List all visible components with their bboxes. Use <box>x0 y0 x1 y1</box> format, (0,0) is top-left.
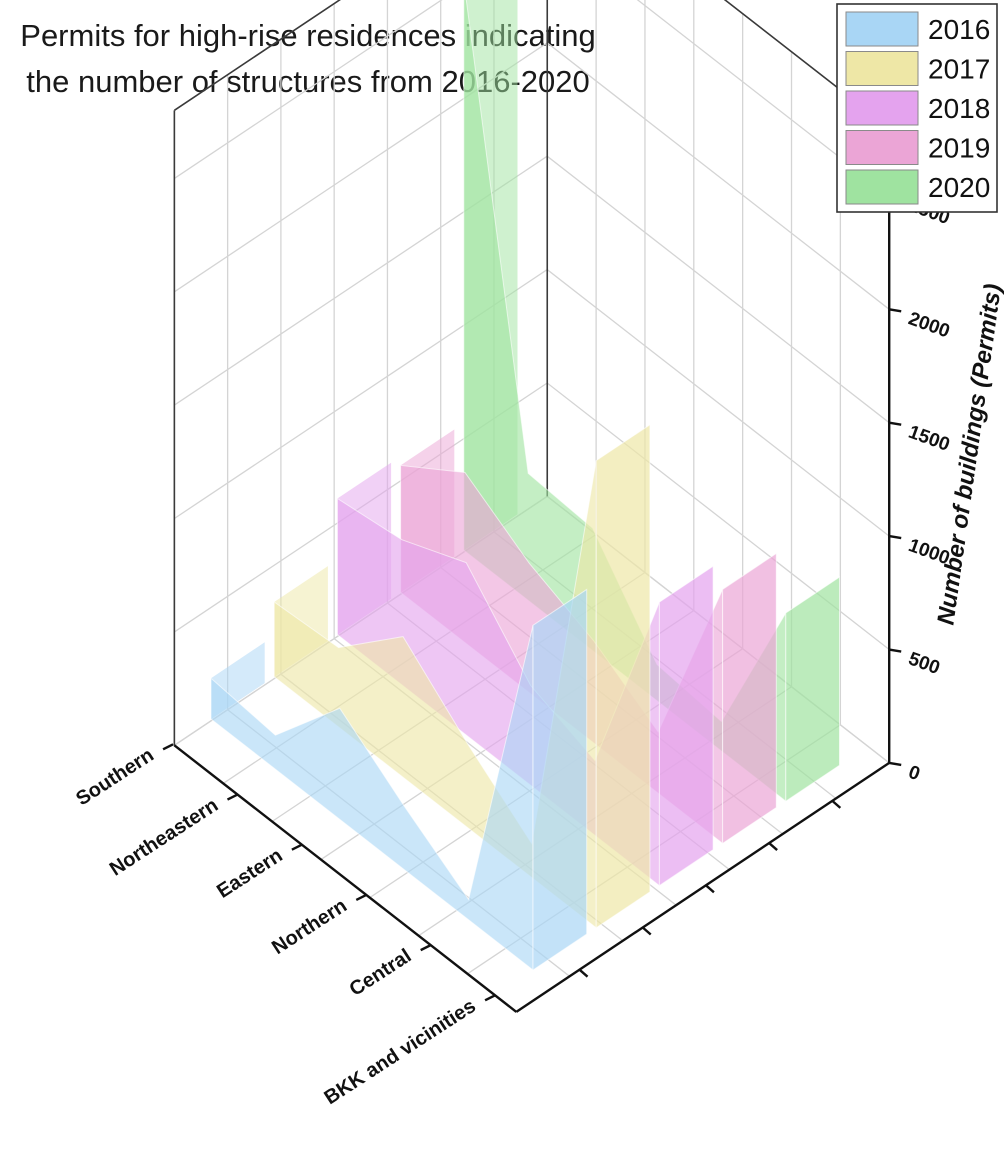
category-label: Northern <box>268 895 351 959</box>
category-label: BKK and vicinities <box>321 995 480 1109</box>
z-tick <box>889 421 902 426</box>
category-label: Northeastern <box>106 794 222 880</box>
legend-swatch <box>845 51 919 86</box>
series-ribbons <box>210 0 840 972</box>
z-tick <box>889 308 902 313</box>
legend-label: 2016 <box>928 14 990 45</box>
z-tick-label: 0 <box>906 762 923 785</box>
series-2018-start-cap <box>658 565 714 887</box>
category-tick <box>162 743 174 751</box>
category-axis-line <box>173 744 518 1013</box>
category-tick <box>484 994 496 1002</box>
series-tick <box>578 968 589 978</box>
category-tick <box>355 893 367 901</box>
series-2017-start-cap <box>595 423 651 929</box>
category-label: Southern <box>72 744 158 810</box>
grid-line <box>174 0 890 197</box>
legend-swatch <box>845 90 919 126</box>
category-tick <box>420 944 432 952</box>
z-tick <box>889 534 902 540</box>
series-2016-front-face <box>210 625 534 972</box>
legend-label: 2020 <box>928 172 990 203</box>
series-axis-line <box>515 761 890 1013</box>
legend-swatch <box>845 11 919 47</box>
legend-label: 2017 <box>928 54 990 85</box>
series-2016-start-cap <box>532 588 588 971</box>
legend-swatch <box>845 130 919 165</box>
grid-line <box>174 155 890 424</box>
legend: 2016 2017 2018 2019 2020 <box>836 3 998 213</box>
series-2019-start-cap <box>722 552 777 845</box>
z-tick-label: 500 <box>906 648 943 679</box>
series-2016 <box>210 588 588 972</box>
series-tick <box>705 884 715 894</box>
z-tick <box>889 761 902 767</box>
series-2020-start-cap <box>785 576 840 803</box>
z-tick <box>889 648 902 653</box>
category-tick <box>291 843 303 851</box>
series-tick <box>831 799 842 809</box>
category-label: Central <box>346 945 416 1001</box>
z-tick-label: 1500 <box>906 422 953 456</box>
legend-label: 2019 <box>928 133 990 164</box>
category-label: Eastern <box>213 844 287 902</box>
legend-swatch <box>845 169 919 205</box>
legend-label: 2018 <box>928 93 990 124</box>
frame-top <box>173 0 890 129</box>
series-tick <box>768 842 778 851</box>
series-tick <box>641 926 652 936</box>
category-tick <box>226 793 239 801</box>
z-tick-label: 2000 <box>906 308 953 342</box>
